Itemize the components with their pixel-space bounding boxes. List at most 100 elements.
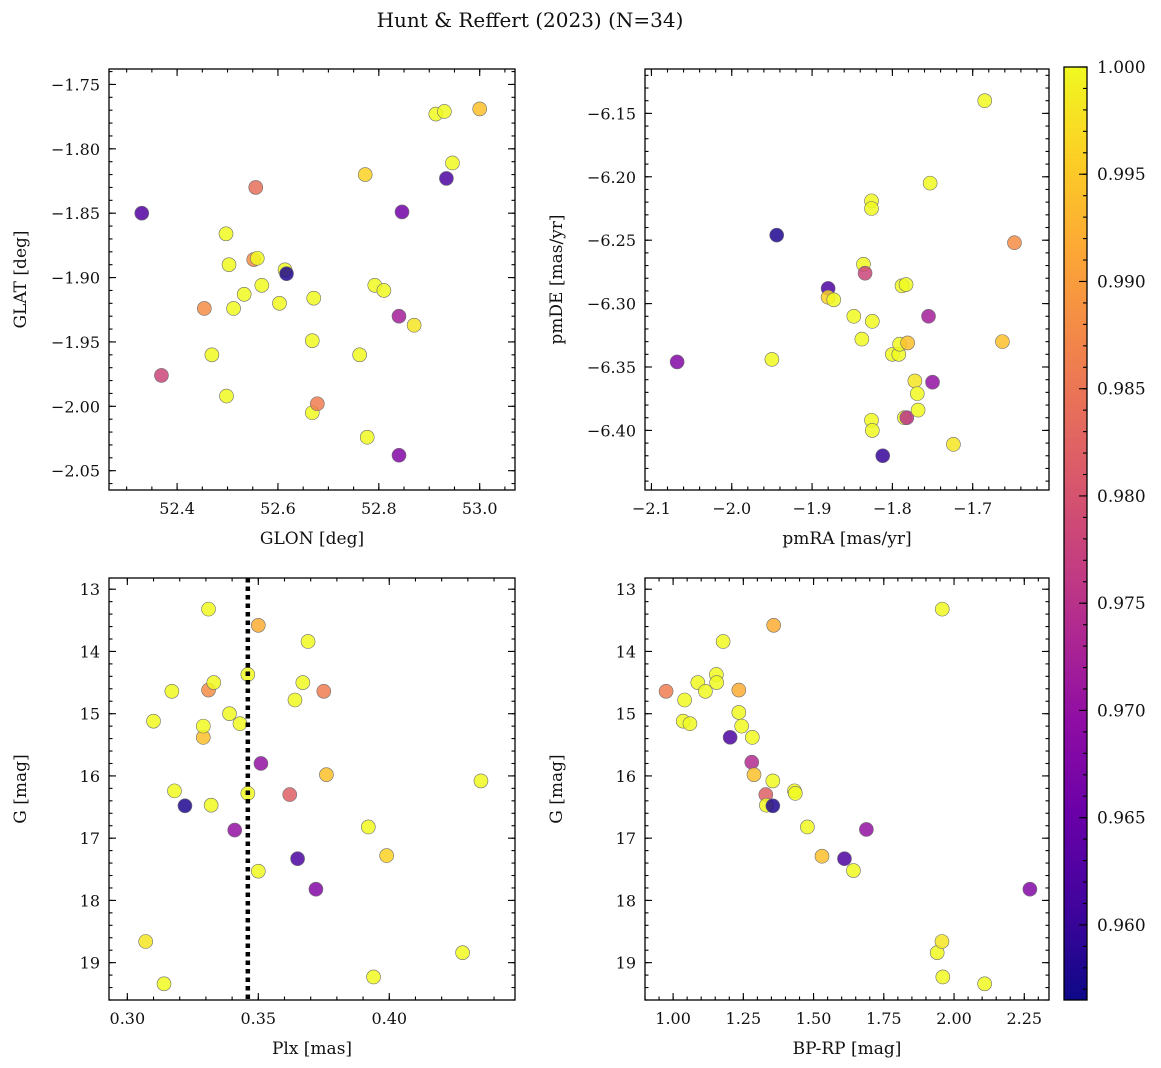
y-tick-label: −6.15 — [587, 104, 636, 123]
data-point — [251, 618, 266, 633]
y-tick-label: −6.25 — [587, 231, 636, 250]
data-point — [254, 277, 270, 293]
data-point — [195, 718, 211, 734]
data-point — [765, 773, 781, 789]
colorbar: 0.960 0.965 0.970 0.975 0.980 0.985 0.990 0.995… — [1063, 58, 1146, 1001]
data-point — [935, 969, 951, 985]
data-point — [977, 976, 992, 992]
x-tick-label: −1.8 — [873, 499, 912, 518]
x-tick-label: 1.50 — [796, 1009, 832, 1028]
data-point — [290, 851, 305, 867]
y-tick-label: 16 — [80, 767, 100, 786]
y-axis-label: G [mag] — [11, 754, 31, 823]
data-point — [875, 448, 891, 464]
data-point — [177, 798, 193, 814]
data-point — [319, 767, 334, 782]
y-tick-label: −1.85 — [51, 204, 100, 223]
data-point — [251, 863, 266, 879]
data-point — [146, 713, 161, 729]
data-point — [934, 934, 950, 949]
data-point — [859, 822, 874, 837]
data-point — [226, 301, 241, 316]
data-point — [864, 201, 879, 216]
scatter-points — [658, 601, 1038, 992]
data-point — [909, 386, 925, 401]
data-point — [826, 292, 842, 308]
colorbar-gradient — [1063, 66, 1088, 1001]
y-tick-label: −1.75 — [51, 75, 100, 94]
x-tick-label: 52.8 — [361, 499, 397, 518]
y-tick-label: 15 — [616, 705, 636, 724]
y-tick-label: 14 — [616, 642, 636, 661]
data-point — [167, 783, 182, 799]
ticks — [644, 578, 1049, 1001]
y-tick-label: 13 — [80, 580, 100, 599]
data-point — [865, 314, 880, 329]
data-point — [946, 437, 961, 452]
data-point — [304, 333, 320, 348]
y-axis-label: GLAT [deg] — [11, 230, 31, 328]
x-tick-label: 53.0 — [462, 499, 498, 518]
x-axis-label: pmRA [mas/yr] — [782, 529, 911, 549]
data-point — [907, 373, 923, 389]
data-point — [445, 155, 460, 171]
data-point — [722, 730, 738, 745]
x-tick-label: 1.75 — [866, 1009, 902, 1028]
data-point — [308, 881, 324, 897]
data-point — [865, 423, 880, 438]
y-tick-label: 19 — [80, 954, 100, 973]
chart-title: Hunt & Reffert (2023) (N=34) — [377, 8, 684, 32]
data-point — [854, 331, 870, 347]
data-point — [232, 716, 248, 731]
data-point — [236, 287, 252, 302]
ticks — [109, 69, 515, 490]
x-tick-label: −1.7 — [953, 499, 992, 518]
panel-pmra-pmde: −2.1 −2.0 −1.9 −1.8 −1.7 −6.40 −6.35 −6.30 −6.25… — [547, 68, 1050, 549]
data-point — [197, 301, 212, 316]
y-tick-label: 18 — [616, 891, 636, 910]
colorbar-tick-label: 0.960 — [1097, 916, 1146, 936]
data-point — [995, 334, 1010, 349]
scatter-points — [134, 101, 487, 463]
data-point — [218, 226, 234, 242]
data-point — [734, 718, 749, 734]
panels-group: 52.4 52.6 52.8 53.0 −2.05 −2.00 −1.95 −1.90 −1.8… — [11, 68, 1050, 1059]
data-point — [769, 227, 785, 243]
x-tick-label: 0.30 — [110, 1009, 146, 1028]
data-point — [287, 692, 303, 708]
data-point — [455, 945, 470, 960]
data-point — [164, 683, 180, 699]
y-tick-label: −1.95 — [51, 333, 100, 352]
x-tick-label: 52.4 — [159, 499, 195, 518]
x-tick-label: −2.1 — [632, 499, 671, 518]
y-tick-label: −6.30 — [587, 295, 636, 314]
y-tick-label: −1.80 — [51, 140, 100, 159]
colorbar-tick-label: 0.980 — [1097, 487, 1146, 507]
y-tick-label: −2.00 — [51, 397, 100, 416]
x-tick-label: 0.40 — [371, 1009, 407, 1028]
x-tick-label: 1.25 — [726, 1009, 762, 1028]
data-point — [391, 447, 407, 463]
data-point — [846, 863, 861, 878]
y-tick-label: 17 — [616, 829, 636, 848]
x-axis-label: BP-RP [mag] — [793, 1039, 902, 1059]
data-point — [272, 296, 287, 311]
data-point — [764, 352, 780, 367]
data-point — [306, 290, 322, 306]
data-point — [253, 756, 269, 771]
x-tick-label: 0.35 — [240, 1009, 276, 1028]
data-point — [1022, 881, 1038, 897]
data-point — [227, 822, 243, 838]
axes-frame — [644, 68, 1050, 491]
data-point — [376, 283, 392, 298]
data-point — [746, 767, 762, 782]
data-point — [900, 335, 915, 351]
data-point — [921, 308, 936, 324]
y-tick-label: −1.90 — [51, 269, 100, 288]
data-point — [472, 101, 487, 117]
data-point — [134, 205, 150, 221]
data-point — [857, 265, 873, 281]
data-point — [745, 730, 760, 745]
data-point — [391, 308, 407, 324]
